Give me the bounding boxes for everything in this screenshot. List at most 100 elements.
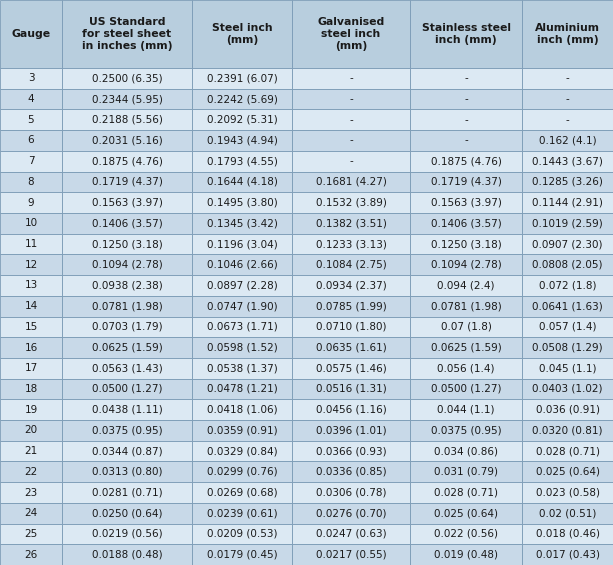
Text: 22: 22: [25, 467, 37, 477]
Bar: [292, 379, 410, 399]
Bar: [522, 151, 613, 172]
Bar: [522, 0, 613, 68]
Bar: [192, 89, 292, 110]
Text: 0.0635 (1.61): 0.0635 (1.61): [316, 342, 386, 353]
Text: 0.0418 (1.06): 0.0418 (1.06): [207, 405, 277, 415]
Bar: [0, 482, 62, 503]
Bar: [522, 172, 613, 192]
Bar: [292, 234, 410, 254]
Bar: [292, 213, 410, 234]
Text: 0.1532 (3.89): 0.1532 (3.89): [316, 198, 386, 207]
Bar: [0, 379, 62, 399]
Bar: [62, 254, 192, 275]
Text: 0.1719 (4.37): 0.1719 (4.37): [430, 177, 501, 187]
Bar: [192, 192, 292, 213]
Text: 0.1046 (2.66): 0.1046 (2.66): [207, 260, 277, 270]
Bar: [292, 275, 410, 296]
Text: 0.0563 (1.43): 0.0563 (1.43): [91, 363, 162, 373]
Text: 0.1681 (4.27): 0.1681 (4.27): [316, 177, 386, 187]
Bar: [0, 275, 62, 296]
Bar: [62, 544, 192, 565]
Text: -: -: [464, 136, 468, 145]
Text: 0.0710 (1.80): 0.0710 (1.80): [316, 322, 386, 332]
Bar: [522, 275, 613, 296]
Text: 0.1094 (2.78): 0.1094 (2.78): [430, 260, 501, 270]
Text: 0.07 (1.8): 0.07 (1.8): [441, 322, 492, 332]
Text: 0.1084 (2.75): 0.1084 (2.75): [316, 260, 386, 270]
Text: 0.1495 (3.80): 0.1495 (3.80): [207, 198, 277, 207]
Text: 0.0938 (2.38): 0.0938 (2.38): [91, 280, 162, 290]
Bar: [62, 234, 192, 254]
Text: -: -: [566, 115, 569, 125]
Text: 0.2344 (5.95): 0.2344 (5.95): [91, 94, 162, 104]
Bar: [292, 254, 410, 275]
Bar: [0, 130, 62, 151]
Bar: [522, 399, 613, 420]
Bar: [292, 358, 410, 379]
Text: 8: 8: [28, 177, 34, 187]
Text: Aluminium
inch (mm): Aluminium inch (mm): [535, 23, 600, 45]
Bar: [292, 0, 410, 68]
Text: 6: 6: [28, 136, 34, 145]
Text: 0.0320 (0.81): 0.0320 (0.81): [532, 425, 603, 436]
Bar: [192, 503, 292, 524]
Text: 0.0329 (0.84): 0.0329 (0.84): [207, 446, 277, 456]
Text: -: -: [349, 156, 353, 166]
Bar: [522, 89, 613, 110]
Text: -: -: [349, 94, 353, 104]
Text: 0.0478 (1.21): 0.0478 (1.21): [207, 384, 277, 394]
Text: 0.0217 (0.55): 0.0217 (0.55): [316, 550, 386, 560]
Text: 0.0306 (0.78): 0.0306 (0.78): [316, 488, 386, 498]
Text: 0.1875 (4.76): 0.1875 (4.76): [91, 156, 162, 166]
Text: 0.2188 (5.56): 0.2188 (5.56): [91, 115, 162, 125]
Bar: [0, 420, 62, 441]
Text: 0.0344 (0.87): 0.0344 (0.87): [92, 446, 162, 456]
Bar: [410, 503, 522, 524]
Bar: [410, 296, 522, 316]
Text: 20: 20: [25, 425, 37, 436]
Bar: [192, 358, 292, 379]
Bar: [292, 68, 410, 89]
Text: 17: 17: [25, 363, 37, 373]
Bar: [0, 254, 62, 275]
Bar: [292, 441, 410, 462]
Bar: [410, 130, 522, 151]
Bar: [410, 399, 522, 420]
Text: -: -: [566, 94, 569, 104]
Text: 23: 23: [25, 488, 37, 498]
Text: 0.0538 (1.37): 0.0538 (1.37): [207, 363, 277, 373]
Bar: [0, 524, 62, 544]
Bar: [522, 337, 613, 358]
Bar: [0, 89, 62, 110]
Text: 0.0934 (2.37): 0.0934 (2.37): [316, 280, 386, 290]
Bar: [410, 172, 522, 192]
Text: 0.0625 (1.59): 0.0625 (1.59): [91, 342, 162, 353]
Text: 0.0250 (0.64): 0.0250 (0.64): [92, 508, 162, 518]
Text: 12: 12: [25, 260, 37, 270]
Text: US Standard
for steel sheet
in inches (mm): US Standard for steel sheet in inches (m…: [82, 18, 172, 51]
Bar: [192, 296, 292, 316]
Text: -: -: [349, 73, 353, 84]
Bar: [292, 316, 410, 337]
Bar: [410, 275, 522, 296]
Bar: [192, 130, 292, 151]
Bar: [62, 420, 192, 441]
Text: 0.1875 (4.76): 0.1875 (4.76): [430, 156, 501, 166]
Text: 0.1094 (2.78): 0.1094 (2.78): [91, 260, 162, 270]
Bar: [410, 234, 522, 254]
Text: 0.0438 (1.11): 0.0438 (1.11): [91, 405, 162, 415]
Bar: [0, 234, 62, 254]
Text: 0.02 (0.51): 0.02 (0.51): [539, 508, 596, 518]
Bar: [522, 482, 613, 503]
Bar: [522, 316, 613, 337]
Text: 0.2031 (5.16): 0.2031 (5.16): [91, 136, 162, 145]
Bar: [292, 524, 410, 544]
Text: -: -: [566, 73, 569, 84]
Text: 0.1196 (3.04): 0.1196 (3.04): [207, 239, 277, 249]
Text: 0.1406 (3.57): 0.1406 (3.57): [430, 218, 501, 228]
Bar: [62, 441, 192, 462]
Bar: [0, 462, 62, 482]
Text: 19: 19: [25, 405, 37, 415]
Text: 0.2391 (6.07): 0.2391 (6.07): [207, 73, 277, 84]
Bar: [62, 0, 192, 68]
